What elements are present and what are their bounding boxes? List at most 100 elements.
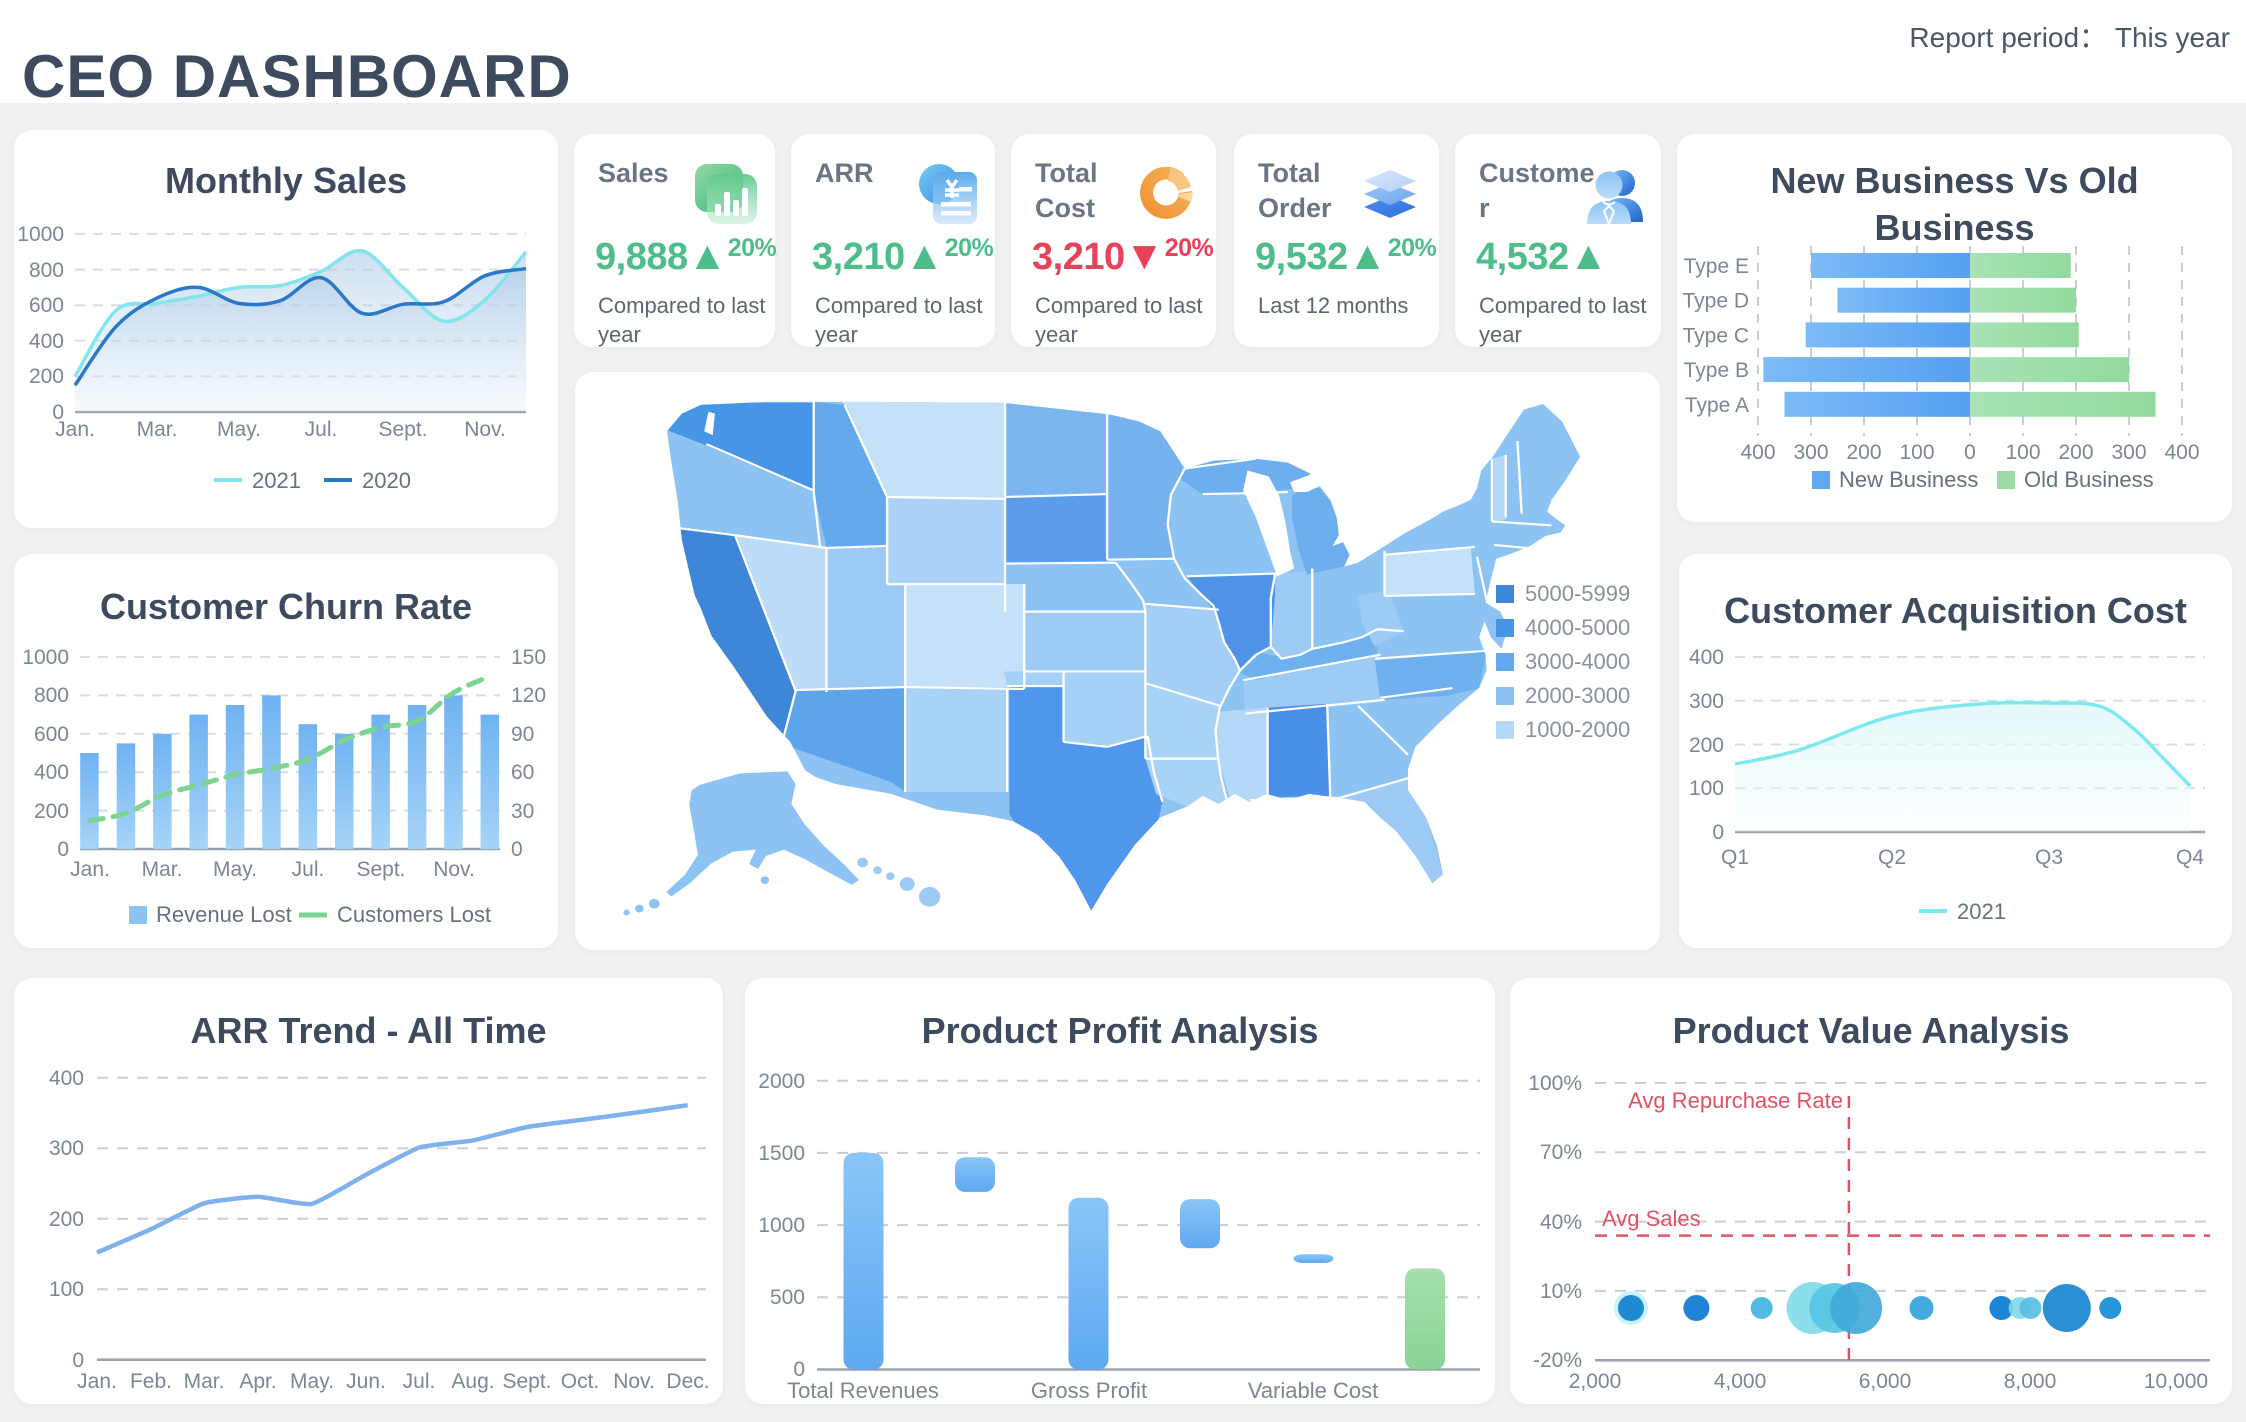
svg-text:Type D: Type D <box>1682 290 1749 313</box>
svg-text:200: 200 <box>49 1208 84 1231</box>
svg-text:600: 600 <box>29 294 64 317</box>
svg-text:600: 600 <box>34 723 69 746</box>
svg-text:Q4: Q4 <box>2176 846 2204 869</box>
svg-text:Jan.: Jan. <box>55 418 95 441</box>
svg-text:800: 800 <box>34 684 69 707</box>
svg-text:10%: 10% <box>1540 1280 1582 1303</box>
svg-text:Aug.: Aug. <box>451 1370 494 1393</box>
svg-text:Jul.: Jul. <box>305 418 338 441</box>
svg-text:200: 200 <box>29 365 64 388</box>
svg-text:Avg Sales: Avg Sales <box>1602 1206 1701 1231</box>
svg-text:100: 100 <box>49 1278 84 1301</box>
svg-text:0: 0 <box>57 838 69 861</box>
svg-text:1000-2000: 1000-2000 <box>1525 717 1630 742</box>
svg-text:200: 200 <box>1846 441 1881 464</box>
svg-text:2020: 2020 <box>362 468 411 493</box>
svg-text:Total Revenues: Total Revenues <box>787 1378 939 1403</box>
svg-text:Avg Repurchase Rate: Avg Repurchase Rate <box>1628 1088 1843 1113</box>
svg-text:Nov.: Nov. <box>613 1370 655 1393</box>
svg-text:500: 500 <box>770 1286 805 1309</box>
svg-text:Q1: Q1 <box>1721 846 1749 869</box>
svg-text:1500: 1500 <box>758 1142 805 1165</box>
svg-text:Jul.: Jul. <box>403 1370 436 1393</box>
svg-text:100: 100 <box>2005 441 2040 464</box>
svg-text:Mar.: Mar. <box>142 858 183 881</box>
svg-text:Mar.: Mar. <box>137 418 178 441</box>
svg-text:150: 150 <box>511 646 546 669</box>
svg-text:400: 400 <box>34 761 69 784</box>
svg-text:5000-5999: 5000-5999 <box>1525 581 1630 606</box>
svg-text:Jun.: Jun. <box>346 1370 386 1393</box>
svg-text:0: 0 <box>511 838 523 861</box>
svg-text:100: 100 <box>1689 777 1724 800</box>
svg-text:Type E: Type E <box>1684 255 1749 278</box>
svg-text:8,000: 8,000 <box>2004 1370 2057 1393</box>
svg-text:800: 800 <box>29 259 64 282</box>
svg-text:60: 60 <box>511 761 534 784</box>
svg-text:0: 0 <box>1964 441 1976 464</box>
svg-text:Sept.: Sept. <box>378 418 427 441</box>
svg-text:200: 200 <box>2058 441 2093 464</box>
svg-text:40%: 40% <box>1540 1211 1582 1234</box>
svg-text:0: 0 <box>52 401 64 424</box>
svg-text:6,000: 6,000 <box>1859 1370 1912 1393</box>
svg-text:2021: 2021 <box>252 468 301 493</box>
svg-text:300: 300 <box>1793 441 1828 464</box>
svg-text:4,000: 4,000 <box>1714 1370 1767 1393</box>
svg-text:Old Business: Old Business <box>2024 467 2154 492</box>
svg-text:May.: May. <box>213 858 257 881</box>
svg-text:400: 400 <box>1689 646 1724 669</box>
svg-text:1000: 1000 <box>22 646 69 669</box>
svg-text:200: 200 <box>1689 734 1724 757</box>
svg-text:Jan.: Jan. <box>77 1370 117 1393</box>
svg-text:3000-4000: 3000-4000 <box>1525 649 1630 674</box>
svg-text:Type C: Type C <box>1682 324 1749 347</box>
svg-text:Sept.: Sept. <box>502 1370 551 1393</box>
svg-text:120: 120 <box>511 684 546 707</box>
svg-text:Variable Cost: Variable Cost <box>1248 1378 1378 1403</box>
svg-text:Jan.: Jan. <box>70 858 110 881</box>
svg-text:70%: 70% <box>1540 1141 1582 1164</box>
svg-text:Customers Lost: Customers Lost <box>337 902 491 927</box>
svg-text:Revenue Lost: Revenue Lost <box>156 902 292 927</box>
svg-text:New Business: New Business <box>1839 467 1978 492</box>
svg-text:0: 0 <box>1712 821 1724 844</box>
svg-text:1000: 1000 <box>17 223 64 246</box>
svg-text:100: 100 <box>1899 441 1934 464</box>
svg-text:Nov.: Nov. <box>464 418 506 441</box>
svg-text:0: 0 <box>793 1358 805 1381</box>
svg-text:Sept.: Sept. <box>356 858 405 881</box>
svg-text:300: 300 <box>49 1137 84 1160</box>
svg-text:100%: 100% <box>1528 1072 1582 1095</box>
svg-text:Dec.: Dec. <box>666 1370 709 1393</box>
svg-text:Jul.: Jul. <box>292 858 325 881</box>
svg-text:Oct.: Oct. <box>561 1370 600 1393</box>
svg-text:400: 400 <box>2164 441 2199 464</box>
svg-text:300: 300 <box>2111 441 2146 464</box>
svg-text:Q3: Q3 <box>2035 846 2063 869</box>
svg-text:Nov.: Nov. <box>433 858 475 881</box>
svg-text:400: 400 <box>49 1067 84 1090</box>
svg-text:90: 90 <box>511 723 534 746</box>
svg-text:2021: 2021 <box>1957 899 2006 924</box>
svg-text:-20%: -20% <box>1533 1349 1582 1372</box>
svg-text:0: 0 <box>72 1349 84 1372</box>
svg-text:4000-5000: 4000-5000 <box>1525 615 1630 640</box>
svg-text:May.: May. <box>217 418 261 441</box>
svg-text:Type A: Type A <box>1685 394 1749 417</box>
svg-text:2000-3000: 2000-3000 <box>1525 683 1630 708</box>
svg-text:200: 200 <box>34 800 69 823</box>
svg-text:May.: May. <box>290 1370 334 1393</box>
svg-text:400: 400 <box>29 330 64 353</box>
svg-text:10,000: 10,000 <box>2144 1370 2208 1393</box>
svg-text:Feb.: Feb. <box>130 1370 172 1393</box>
svg-text:Type B: Type B <box>1684 359 1749 382</box>
svg-text:30: 30 <box>511 800 534 823</box>
svg-text:Mar.: Mar. <box>184 1370 225 1393</box>
svg-text:2000: 2000 <box>758 1070 805 1093</box>
svg-text:Apr.: Apr. <box>239 1370 276 1393</box>
svg-text:400: 400 <box>1740 441 1775 464</box>
svg-text:300: 300 <box>1689 690 1724 713</box>
svg-text:Q2: Q2 <box>1878 846 1906 869</box>
svg-text:2,000: 2,000 <box>1569 1370 1622 1393</box>
